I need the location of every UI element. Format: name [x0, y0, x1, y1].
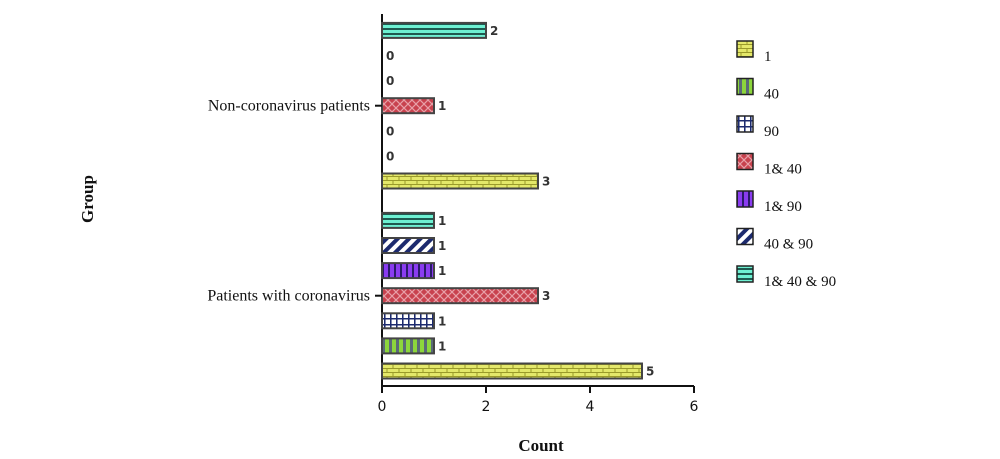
legend-swatch [736, 265, 754, 283]
data-label: 0 [386, 124, 394, 138]
bar [381, 312, 435, 330]
bar [381, 237, 435, 254]
data-label: 0 [386, 74, 394, 88]
legend-swatch [736, 115, 754, 133]
data-label: 1 [438, 214, 446, 228]
legend-entry: 1& 40 [764, 162, 802, 178]
data-label: 0 [386, 149, 394, 163]
bar [381, 21, 487, 39]
data-label: 1 [438, 314, 446, 328]
legend-entry: 1& 90 [764, 199, 802, 215]
data-label: 1 [438, 264, 446, 278]
category-label: Patients with coronavirus [207, 288, 370, 305]
bar [381, 211, 435, 229]
y-axis-title: Group [78, 175, 97, 223]
bar [381, 97, 435, 115]
bar [381, 337, 435, 355]
bar [381, 172, 539, 190]
legend-swatch [736, 152, 754, 171]
legend-entry: 1& 40 & 90 [764, 274, 836, 290]
data-label: 1 [438, 239, 446, 253]
category-label: Non-coronavirus patients [208, 98, 370, 115]
data-label: 2 [490, 24, 498, 38]
legend-swatch [736, 190, 754, 208]
data-label: 1 [438, 99, 446, 113]
legend-swatch [736, 40, 754, 58]
legend-entry: 90 [764, 124, 779, 140]
legend-swatch [736, 227, 754, 246]
data-label: 3 [542, 175, 550, 189]
x-tick-label: 6 [690, 399, 699, 415]
data-label: 1 [438, 339, 446, 353]
data-label: 3 [542, 289, 550, 303]
bar [381, 287, 539, 305]
x-tick-label: 4 [586, 399, 595, 415]
data-label: 5 [646, 365, 654, 379]
x-tick-label: 2 [482, 399, 491, 415]
x-axis-title: Count [518, 436, 564, 455]
legend-entry: 1 [764, 49, 772, 65]
data-label: 0 [386, 49, 394, 63]
legend-entry: 40 & 90 [764, 237, 813, 253]
legend-swatch [736, 77, 754, 96]
bar [381, 362, 643, 380]
bar [381, 262, 435, 280]
legend-entry: 40 [764, 87, 779, 103]
x-tick-label: 0 [378, 399, 387, 415]
